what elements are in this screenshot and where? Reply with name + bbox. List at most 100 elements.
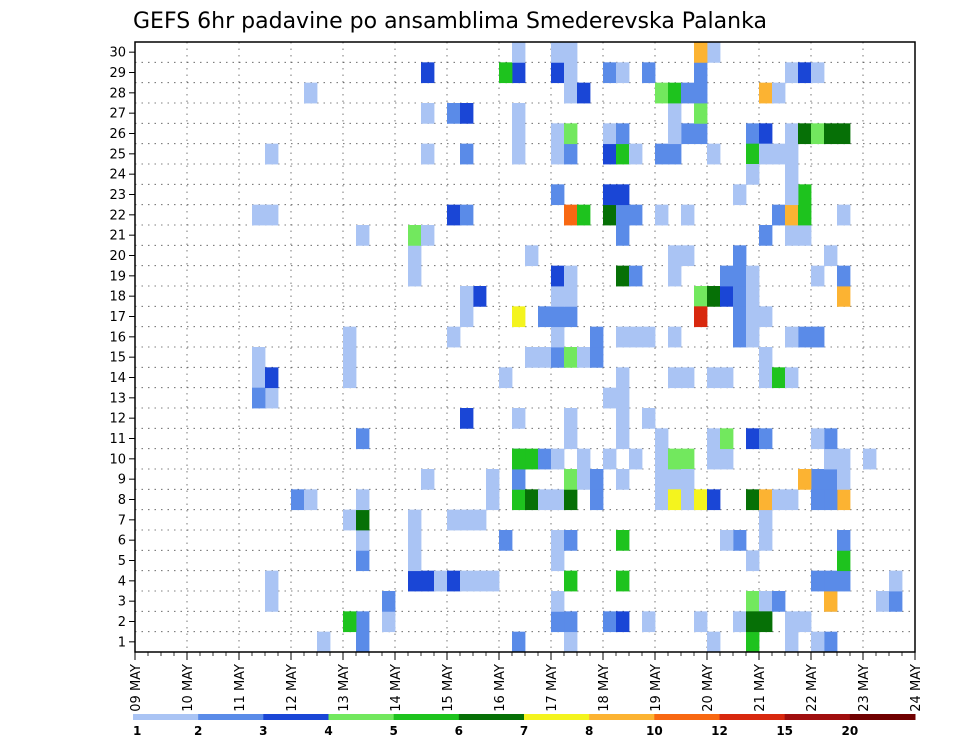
heatmap-cell: [616, 265, 630, 287]
heatmap-cell: [733, 286, 747, 307]
heatmap-cell: [655, 428, 669, 450]
heatmap-cell: [785, 489, 799, 511]
heatmap-cell: [616, 204, 630, 226]
cells: [252, 42, 903, 653]
heatmap-cell: [824, 245, 838, 267]
heatmap-cell: [733, 326, 747, 348]
heatmap-cell: [343, 367, 357, 389]
heatmap-cell: [577, 469, 591, 490]
colorbar: 1 2 3 4 5 6 7 8 10 12 15 20: [133, 714, 916, 738]
heatmap-cell: [408, 245, 422, 267]
heatmap-cell: [564, 62, 578, 84]
heatmap-cell: [707, 489, 721, 511]
heatmap-cell: [512, 306, 526, 328]
heatmap-cell: [720, 530, 734, 551]
x-tick-label: 15 MAY: [441, 664, 456, 712]
heatmap-cell: [486, 489, 500, 511]
heatmap-cell: [356, 489, 370, 511]
heatmap-cell: [408, 509, 422, 531]
y-tick-label: 10: [109, 452, 126, 467]
y-tick-label: 8: [118, 493, 126, 508]
heatmap-cell: [668, 103, 682, 124]
heatmap-cell: [447, 204, 461, 226]
heatmap-cell: [746, 591, 760, 612]
y-tick-label: 14: [109, 371, 126, 386]
heatmap-cell: [616, 326, 630, 348]
heatmap-cell: [564, 143, 578, 165]
heatmap-cell: [616, 611, 630, 633]
heatmap-cell: [629, 143, 643, 165]
heatmap-cell: [733, 184, 747, 206]
heatmap-cell: [798, 62, 812, 84]
heatmap-cell: [707, 143, 721, 165]
heatmap-cell: [564, 469, 578, 490]
heatmap-cell: [798, 184, 812, 206]
heatmap-cell: [525, 245, 539, 267]
colorbar-label: 6: [455, 724, 463, 738]
x-axis: 09 MAY 10 MAY 11 MAY 12 MAY 13 MAY 14 MAY 15 M…: [129, 652, 924, 712]
heatmap-cell: [681, 82, 695, 104]
heatmap-cell: [772, 143, 786, 165]
heatmap-cell: [265, 570, 279, 592]
heatmap-cell: [564, 204, 578, 226]
heatmap-cell: [811, 62, 825, 84]
heatmap-cell: [551, 550, 565, 572]
heatmap-cell: [694, 82, 708, 104]
heatmap-cell: [759, 123, 773, 145]
heatmap-cell: [655, 82, 669, 104]
heatmap-cell: [564, 408, 578, 429]
heatmap-cell: [538, 347, 552, 368]
heatmap-cell: [785, 611, 799, 633]
heatmap-cell: [590, 326, 604, 348]
heatmap-cell: [499, 530, 513, 551]
colorbar-label: 15: [776, 724, 793, 738]
heatmap-cell: [603, 448, 617, 470]
colorbar-swatch: [393, 714, 460, 720]
colorbar-label: 12: [711, 724, 728, 738]
heatmap-cell: [811, 123, 825, 145]
heatmap-cell: [551, 611, 565, 633]
y-tick-label: 12: [109, 412, 126, 427]
heatmap-cell: [616, 469, 630, 490]
heatmap-cell: [785, 123, 799, 145]
heatmap-cell: [512, 469, 526, 490]
heatmap-cell: [811, 489, 825, 511]
colorbar-swatch: [133, 714, 199, 720]
colorbar-label: 5: [389, 724, 397, 738]
heatmap-cell: [785, 367, 799, 389]
heatmap-cell: [837, 265, 851, 287]
heatmap-cell: [837, 489, 851, 511]
heatmap-cell: [447, 509, 461, 531]
x-tick-label: 11 MAY: [233, 664, 248, 712]
heatmap-cell: [616, 408, 630, 429]
heatmap-cell: [681, 469, 695, 490]
heatmap-cell: [356, 428, 370, 450]
y-tick-label: 9: [118, 473, 126, 488]
heatmap-cell: [668, 367, 682, 389]
heatmap-cell: [733, 265, 747, 287]
heatmap-cell: [343, 509, 357, 531]
x-tick-label: 13 MAY: [337, 664, 352, 712]
heatmap-cell: [551, 530, 565, 551]
heatmap-cell: [811, 469, 825, 490]
heatmap-cell: [798, 469, 812, 490]
heatmap-cell: [642, 611, 656, 633]
heatmap-cell: [811, 428, 825, 450]
heatmap-cell: [564, 82, 578, 104]
heatmap-cell: [291, 489, 305, 511]
heatmap-cell: [694, 42, 708, 63]
y-tick-label: 20: [109, 249, 126, 264]
heatmap-cell: [837, 448, 851, 470]
heatmap-cell: [642, 62, 656, 84]
heatmap-cell: [512, 631, 526, 653]
y-tick-label: 30: [109, 46, 126, 61]
heatmap-cell: [785, 631, 799, 653]
heatmap-cell: [525, 347, 539, 368]
heatmap-cell: [889, 591, 903, 612]
heatmap-cell: [564, 347, 578, 368]
heatmap-cell: [720, 286, 734, 307]
heatmap-cell: [577, 347, 591, 368]
x-tick-label: 14 MAY: [389, 664, 404, 712]
colorbar-label: 2: [194, 724, 202, 738]
heatmap-cell: [551, 265, 565, 287]
